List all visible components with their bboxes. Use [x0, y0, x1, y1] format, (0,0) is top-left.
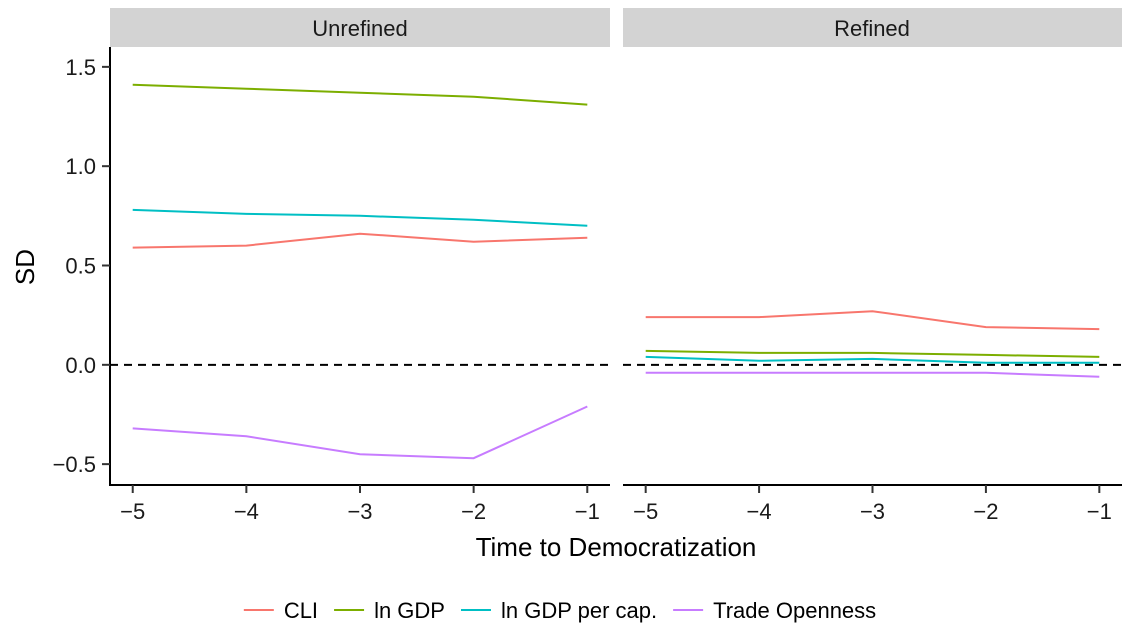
legend-label: Trade Openness	[713, 598, 876, 623]
x-tick-label: −3	[860, 499, 885, 524]
legend-label: ln GDP per cap.	[501, 598, 657, 623]
legend-label: CLI	[284, 598, 318, 623]
x-tick-label: −1	[1087, 499, 1112, 524]
series-line	[645, 371, 1100, 378]
x-tick-label: −2	[461, 499, 486, 524]
panel-refined: −5 −4 −3 −2 −1	[623, 310, 1122, 524]
x-tick-label: −1	[575, 499, 600, 524]
x-tick-label: −2	[973, 499, 998, 524]
series-line	[132, 405, 588, 460]
y-axis-title: SD	[10, 249, 40, 285]
facet-strip-unrefined	[110, 8, 610, 47]
x-axis-title: Time to Democratization	[476, 532, 757, 562]
x-tick-label: −4	[234, 499, 259, 524]
x-tick-label: −4	[747, 499, 772, 524]
series-line	[132, 83, 588, 106]
legend-label: ln GDP	[374, 598, 445, 623]
series-line	[132, 208, 588, 227]
legend: CLI ln GDP ln GDP per cap. Trade Openness	[243, 598, 876, 623]
y-tick-label: 0.5	[65, 254, 96, 279]
y-tick-label: 1.0	[65, 154, 96, 179]
facet-strip-refined	[623, 8, 1122, 47]
x-tick-label: −3	[347, 499, 372, 524]
facet-title-refined: Refined	[834, 16, 910, 41]
series-line	[645, 355, 1100, 364]
y-tick-label: −0.5	[53, 452, 96, 477]
y-tick-label: 1.5	[65, 55, 96, 80]
series-line	[645, 310, 1100, 331]
series-line	[645, 349, 1100, 358]
y-axis: −0.5 0.0 0.5 1.0 1.5	[53, 55, 110, 477]
y-tick-label: 0.0	[65, 353, 96, 378]
x-tick-label: −5	[633, 499, 658, 524]
x-tick-label: −5	[120, 499, 145, 524]
panel-unrefined: −5 −4 −3 −2 −1	[109, 47, 610, 524]
facet-title-unrefined: Unrefined	[312, 16, 407, 41]
series-line	[132, 232, 588, 249]
